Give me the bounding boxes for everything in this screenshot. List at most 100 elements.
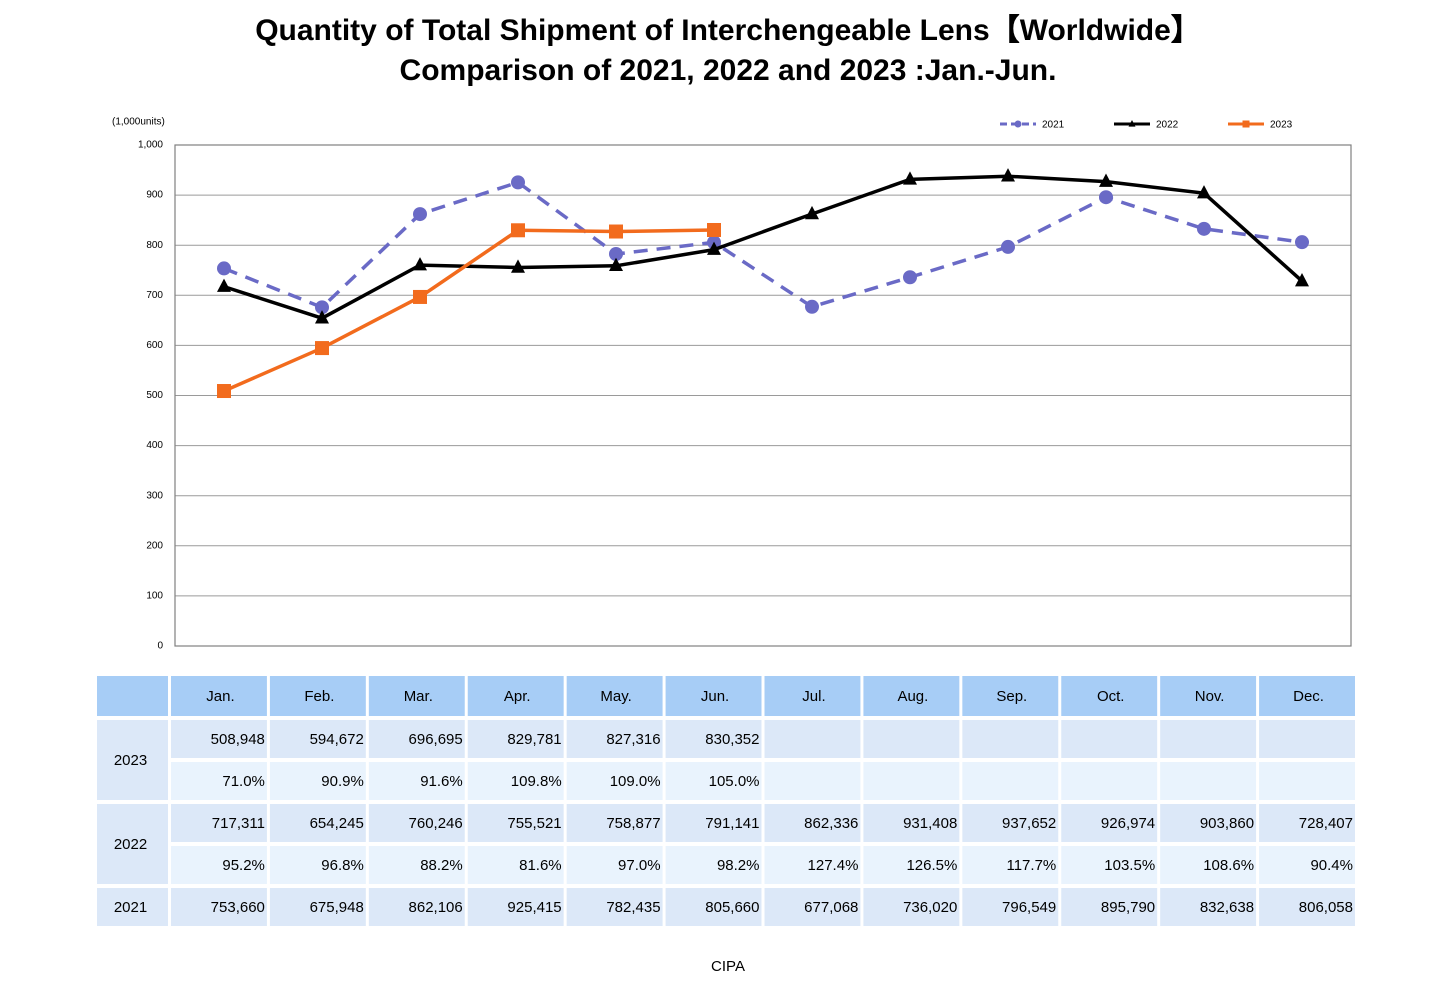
table-value: 862,106 bbox=[409, 899, 463, 916]
table-cell bbox=[97, 720, 168, 800]
table-header: Aug. bbox=[897, 688, 928, 705]
table-cell bbox=[566, 720, 663, 758]
table-value: 675,948 bbox=[310, 899, 364, 916]
table-header: Apr. bbox=[504, 688, 531, 705]
table-cell bbox=[1259, 676, 1355, 716]
point bbox=[1001, 239, 1015, 254]
table-cell bbox=[962, 888, 1059, 926]
table-cell bbox=[863, 762, 960, 800]
table-cell bbox=[467, 888, 564, 926]
table-value: 90.4% bbox=[1310, 857, 1353, 874]
point bbox=[511, 175, 525, 190]
table-value: 827,316 bbox=[606, 731, 660, 748]
table-value: 696,695 bbox=[409, 731, 463, 748]
table-value: 91.6% bbox=[420, 773, 463, 790]
table-value: 88.2% bbox=[420, 857, 463, 874]
y-tick-label: 600 bbox=[146, 340, 163, 351]
table-cell bbox=[171, 888, 267, 926]
point bbox=[511, 259, 525, 273]
table-cell bbox=[97, 804, 168, 884]
table-header: Jun. bbox=[701, 688, 729, 705]
table-cell bbox=[764, 720, 861, 758]
y-tick-label: 500 bbox=[146, 390, 163, 401]
table-cell bbox=[665, 846, 762, 884]
y-tick-label: 400 bbox=[146, 440, 163, 451]
legend-label: 2021 bbox=[1042, 120, 1065, 131]
plot-frame bbox=[174, 144, 1352, 647]
table-cell bbox=[1061, 804, 1158, 842]
table-value: 98.2% bbox=[717, 857, 760, 874]
table-cell bbox=[171, 676, 267, 716]
table-cell bbox=[665, 762, 762, 800]
table-header: Sep. bbox=[996, 688, 1027, 705]
point bbox=[413, 257, 427, 271]
y-tick-label: 100 bbox=[146, 591, 163, 602]
table-cell bbox=[1259, 720, 1355, 758]
table-cell bbox=[962, 804, 1059, 842]
table-value: 736,020 bbox=[903, 899, 957, 916]
table-value: 758,877 bbox=[606, 815, 660, 832]
table-cell bbox=[171, 804, 267, 842]
table-cell bbox=[764, 762, 861, 800]
table-cell bbox=[764, 804, 861, 842]
table-cell bbox=[368, 676, 465, 716]
table-value: 97.0% bbox=[618, 857, 661, 874]
chart-subtitle: Comparison of 2021, 2022 and 2023 :Jan.-… bbox=[400, 54, 1057, 87]
table-value: 594,672 bbox=[310, 731, 364, 748]
point bbox=[707, 222, 721, 237]
table-cell bbox=[1160, 676, 1257, 716]
table-value: 862,336 bbox=[804, 815, 858, 832]
table-cell bbox=[1160, 762, 1257, 800]
table-cell bbox=[269, 762, 366, 800]
point bbox=[1099, 190, 1113, 205]
legend-label: 2022 bbox=[1156, 120, 1179, 131]
point bbox=[413, 207, 427, 222]
series-line bbox=[223, 180, 1303, 310]
table-cell bbox=[467, 720, 564, 758]
table-cell bbox=[1259, 846, 1355, 884]
table-header: Dec. bbox=[1293, 688, 1324, 705]
point bbox=[805, 205, 819, 220]
table-cell bbox=[863, 888, 960, 926]
table-value: 728,407 bbox=[1299, 815, 1353, 832]
table-value: 829,781 bbox=[507, 731, 561, 748]
table-cell bbox=[566, 888, 663, 926]
table-cell bbox=[269, 804, 366, 842]
point bbox=[217, 261, 231, 276]
row-label: 2023 bbox=[114, 752, 147, 769]
table-value: 108.6% bbox=[1203, 857, 1254, 874]
point bbox=[315, 300, 329, 315]
table-value: 81.6% bbox=[519, 857, 562, 874]
table-value: 126.5% bbox=[906, 857, 957, 874]
y-axis-label: (1,000units) bbox=[112, 117, 165, 128]
table-value: 931,408 bbox=[903, 815, 957, 832]
table-cell bbox=[467, 804, 564, 842]
point bbox=[1099, 173, 1113, 187]
table-cell bbox=[368, 762, 465, 800]
table-cell bbox=[467, 762, 564, 800]
table-value: 937,652 bbox=[1002, 815, 1056, 832]
point bbox=[1295, 273, 1309, 287]
point bbox=[413, 289, 427, 304]
table-cell bbox=[566, 804, 663, 842]
point bbox=[903, 171, 917, 185]
table-value: 96.8% bbox=[321, 857, 364, 874]
point bbox=[217, 278, 231, 292]
y-tick-label: 800 bbox=[146, 240, 163, 251]
table-value: 109.0% bbox=[610, 773, 661, 790]
table-cell bbox=[863, 804, 960, 842]
point bbox=[315, 341, 329, 356]
y-tick-label: 300 bbox=[146, 490, 163, 501]
table-value: 832,638 bbox=[1200, 899, 1254, 916]
table-cell bbox=[1160, 804, 1257, 842]
table-cell bbox=[1061, 676, 1158, 716]
point bbox=[1242, 120, 1250, 128]
table-value: 796,549 bbox=[1002, 899, 1056, 916]
table-cell bbox=[97, 676, 168, 716]
table-cell bbox=[269, 720, 366, 758]
table-cell bbox=[171, 846, 267, 884]
point bbox=[609, 247, 623, 262]
table-header: Feb. bbox=[304, 688, 334, 705]
table-value: 71.0% bbox=[222, 773, 265, 790]
